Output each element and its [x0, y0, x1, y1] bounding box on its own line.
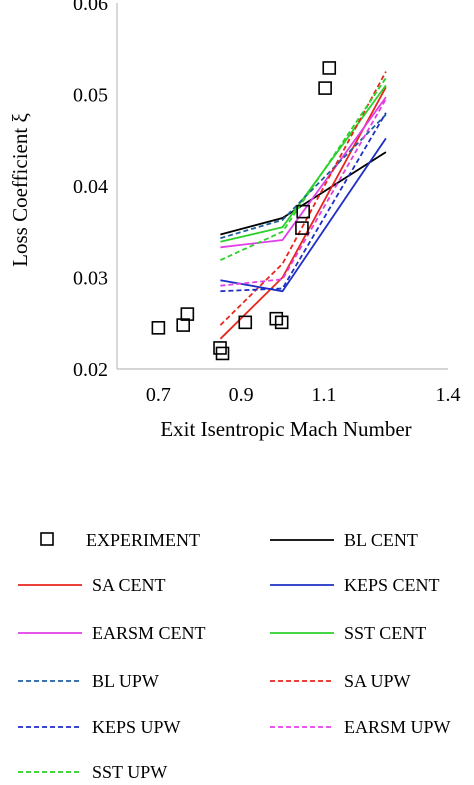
- legend-swatch-sa-upw: [270, 680, 334, 682]
- data-point-experiment: [151, 321, 166, 335]
- legend-swatch-sst-upw: [18, 771, 82, 773]
- legend-label: BL CENT: [344, 529, 418, 550]
- x-tick-label: 1.1: [311, 384, 336, 406]
- axes: 0.02 0.03 0.04 0.05 0.06 0.7 0.9 1.1 1.4: [73, 0, 461, 406]
- legend-label: KEPS CENT: [344, 574, 440, 595]
- y-tick-label: 0.04: [73, 176, 108, 198]
- x-tick-label: 0.7: [146, 384, 171, 406]
- legend-item-sst-cent: SST CENT: [270, 620, 426, 646]
- data-point-experiment: [180, 307, 195, 321]
- data-point-experiment: [274, 315, 289, 330]
- series-line-keps-cent: [220, 137, 387, 293]
- legend-swatch-earsm-cent: [18, 632, 82, 634]
- series-line-sst-cent: [220, 84, 387, 243]
- legend-label: SA CENT: [92, 574, 166, 595]
- series-line-keps-upw: [220, 112, 387, 293]
- legend-swatch-experiment: [40, 532, 54, 546]
- data-point-experiment: [322, 61, 337, 75]
- legend-swatch-bl-upw: [18, 680, 82, 682]
- y-tick-label: 0.02: [73, 359, 108, 381]
- legend-label: BL UPW: [92, 670, 159, 691]
- legend-swatch-earsm-upw: [270, 726, 334, 728]
- y-tick-label: 0.03: [73, 268, 108, 290]
- legend-item-sa-upw: SA UPW: [270, 668, 411, 694]
- legend-marker: [40, 532, 54, 546]
- legend-item-bl-upw: BL UPW: [18, 668, 159, 694]
- legend-swatch-keps-cent: [270, 584, 334, 586]
- legend-swatch-bl-cent: [270, 539, 334, 541]
- x-tick-label: 1.4: [436, 384, 461, 406]
- legend-swatch-keps-upw: [18, 726, 82, 728]
- data-point-experiment: [318, 81, 332, 95]
- legend-swatch-sst-cent: [270, 632, 334, 634]
- series-line-sst-upw: [220, 77, 387, 261]
- series-line-earsm-cent: [220, 96, 387, 249]
- legend-label: SST UPW: [92, 761, 168, 782]
- series-line-bl-cent: [220, 151, 387, 236]
- data-point-experiment: [296, 204, 310, 219]
- legend: EXPERIMENT BL CENT SA CENT KEPS CENT EARSM C…: [0, 515, 474, 782]
- data-point-experiment: [176, 318, 190, 332]
- legend-label: KEPS UPW: [92, 716, 181, 737]
- y-axis-title: Loss Coefficient ξ: [8, 113, 32, 267]
- y-tick-label: 0.05: [73, 85, 108, 107]
- series-line-sa-upw: [219, 71, 387, 326]
- chart: 0.02 0.03 0.04 0.05 0.06 0.7 0.9 1.1 1.4 Exit Is…: [8, 0, 461, 441]
- legend-label: EARSM CENT: [92, 622, 206, 643]
- data-point-experiment: [215, 346, 230, 361]
- data-point-experiment: [295, 221, 309, 235]
- legend-item-earsm-upw: EARSM UPW: [270, 714, 451, 740]
- legend-label: SST CENT: [344, 622, 427, 643]
- x-tick-label: 0.9: [229, 384, 254, 406]
- x-axis-title: Exit Isentropic Mach Number: [160, 417, 411, 441]
- legend-item-experiment: EXPERIMENT: [18, 527, 200, 553]
- legend-item-keps-upw: KEPS UPW: [18, 714, 181, 740]
- series-line-bl-upw: [220, 113, 387, 240]
- data-point-experiment: [238, 315, 253, 330]
- legend-item-keps-cent: KEPS CENT: [270, 572, 440, 598]
- legend-swatch-sa-cent: [18, 584, 82, 586]
- legend-item-sst-upw: SST UPW: [18, 759, 167, 785]
- plot-area: [151, 61, 387, 361]
- legend-label: SA UPW: [344, 670, 411, 691]
- legend-label: EARSM UPW: [344, 716, 451, 737]
- series-line-earsm-upw: [220, 98, 387, 287]
- legend-item-sa-cent: SA CENT: [18, 572, 166, 598]
- legend-item-earsm-cent: EARSM CENT: [18, 620, 206, 646]
- y-tick-label: 0.06: [73, 0, 108, 15]
- legend-item-bl-cent: BL CENT: [270, 527, 418, 553]
- legend-label: EXPERIMENT: [86, 529, 200, 550]
